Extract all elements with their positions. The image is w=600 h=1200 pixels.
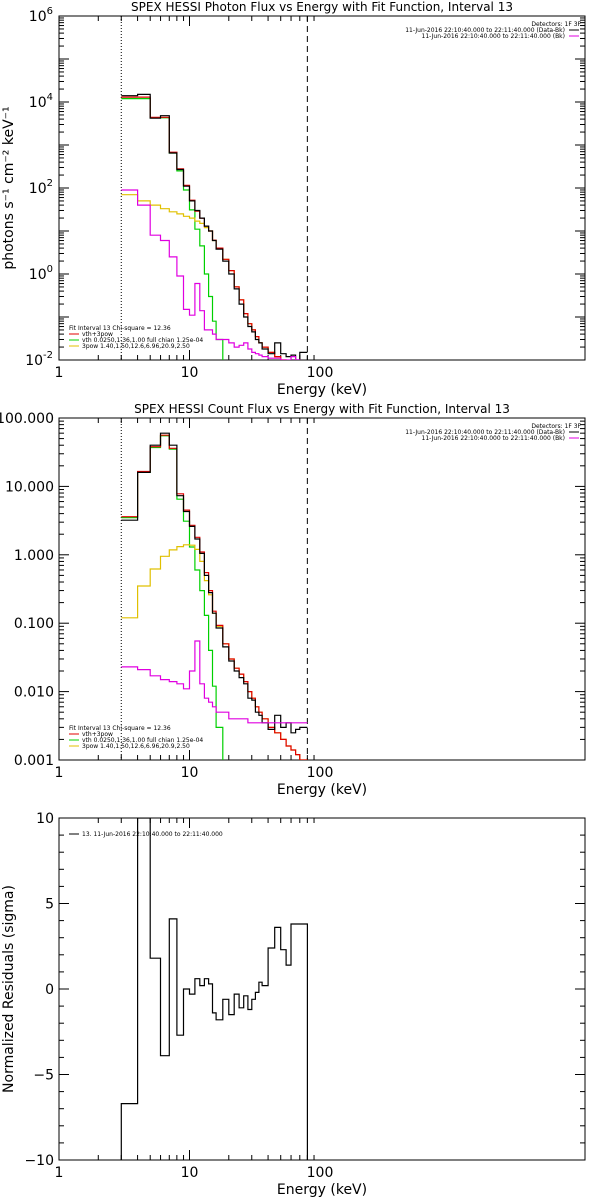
y-tick-label: 106	[29, 6, 53, 25]
series-background	[121, 189, 301, 360]
legend-text: 3pow 1.40,1.50,12.6,6.96,20.9,2.50	[82, 343, 190, 350]
x-tick-label: 100	[307, 365, 334, 381]
legend-text: 11-Jun-2016 22:10:40.000 to 22:11:40.000…	[422, 435, 565, 442]
x-tick-label: 100	[307, 765, 334, 781]
x-tick-label: 10	[181, 1165, 199, 1181]
plot-frame	[58, 417, 586, 761]
x-tick-label: 10	[181, 765, 199, 781]
y-tick-base: 10	[29, 95, 47, 111]
y-tick-base: 10	[25, 353, 43, 369]
y-tick-label: 0.001	[14, 753, 54, 769]
x-tick-label: 1	[55, 1165, 64, 1181]
y-tick-label: 100.000	[0, 411, 54, 427]
y-tick-exponent: -2	[43, 350, 53, 361]
y-tick-label: 10.000	[5, 479, 54, 495]
y-tick-label: 10-2	[25, 350, 53, 369]
y-tick-exponent: 6	[47, 6, 53, 17]
y-tick-base: 10	[29, 181, 47, 197]
y-tick-label: 0.100	[14, 616, 54, 632]
legend-header: Detectors: 1F 3F	[531, 423, 581, 430]
chart-title: SPEX HESSI Count Flux vs Energy with Fit…	[134, 402, 510, 416]
y-tick-exponent: 0	[47, 264, 53, 275]
y-tick-label: 5	[45, 897, 54, 913]
legend-text: 13. 11-Jun-2016 22:10:40.000 to 22:11:40…	[82, 831, 223, 838]
series-group	[121, 93, 308, 360]
legend-header: Fit Interval 13 Chi-square = 12.36	[69, 325, 171, 332]
plot-frame	[58, 15, 586, 361]
y-tick-exponent: 4	[47, 92, 53, 103]
y-axis-label: Normalized Residuals (sigma)	[1, 885, 17, 1093]
series-group	[121, 432, 308, 760]
legend-legend_bottom_left: Fit Interval 13 Chi-square = 12.36vth+3p…	[69, 725, 203, 750]
y-tick-label: 1.000	[14, 548, 54, 564]
x-axis-label: Energy (keV)	[277, 782, 367, 798]
series-fit_sum	[121, 434, 308, 760]
legend-text: vth 0.0250,1.36,1.00 full chian 1.25e-04	[82, 337, 203, 344]
panel-2: SPEX HESSI Count Flux vs Energy with Fit…	[0, 402, 586, 798]
series-total	[120, 818, 308, 1160]
legend-text: vth+3pow	[82, 331, 113, 338]
x-tick-label: 1	[55, 765, 64, 781]
legend-text: 11-Jun-2016 22:10:40.000 to 22:11:40.000…	[405, 429, 565, 436]
x-axis-label: Energy (keV)	[277, 382, 367, 398]
legend-text: 11-Jun-2016 22:10:40.000 to 22:11:40.000…	[422, 33, 565, 40]
legend-header: Detectors: 1F 3F	[531, 21, 581, 28]
series-group	[120, 818, 308, 1160]
legend-text: vth+3pow	[82, 731, 113, 738]
chart-title: SPEX HESSI Photon Flux vs Energy with Fi…	[131, 0, 513, 14]
series-total	[121, 432, 308, 734]
legend-header: Fit Interval 13 Chi-square = 12.36	[69, 725, 171, 732]
y-tick-label: −5	[33, 1068, 54, 1084]
x-tick-label: 10	[181, 365, 199, 381]
x-tick-label: 100	[307, 1165, 334, 1181]
legend-text: vth 0.0250,1.36,1.00 full chian 1.25e-04	[82, 737, 203, 744]
y-tick-label: 104	[29, 92, 53, 111]
legend-text: 11-Jun-2016 22:10:40.000 to 22:11:40.000…	[405, 27, 565, 34]
legend-legend_top_left: 13. 11-Jun-2016 22:10:40.000 to 22:11:40…	[69, 831, 223, 838]
y-tick-label: 10	[36, 811, 54, 827]
y-tick-label: −10	[24, 1153, 54, 1169]
y-tick-base: 10	[29, 267, 47, 283]
series-background	[121, 640, 308, 724]
y-tick-base: 10	[29, 9, 47, 25]
y-tick-label: 100	[29, 264, 53, 283]
y-tick-label: 0.010	[14, 685, 54, 701]
y-tick-label: 102	[29, 178, 53, 197]
y-tick-exponent: 2	[47, 178, 53, 189]
y-tick-label: 0	[45, 982, 54, 998]
legend-text: 3pow 1.40,1.50,12.6,6.96,20.9,2.50	[82, 743, 190, 750]
panel-1: SPEX HESSI Photon Flux vs Energy with Fi…	[1, 0, 586, 398]
legend-legend_bottom_left: Fit Interval 13 Chi-square = 12.36vth+3p…	[69, 325, 203, 350]
x-axis-label: Energy (keV)	[277, 1182, 367, 1198]
y-axis-label: photons s⁻¹ cm⁻² keV⁻¹	[1, 106, 17, 269]
x-tick-label: 1	[55, 365, 64, 381]
series-total	[121, 93, 308, 360]
